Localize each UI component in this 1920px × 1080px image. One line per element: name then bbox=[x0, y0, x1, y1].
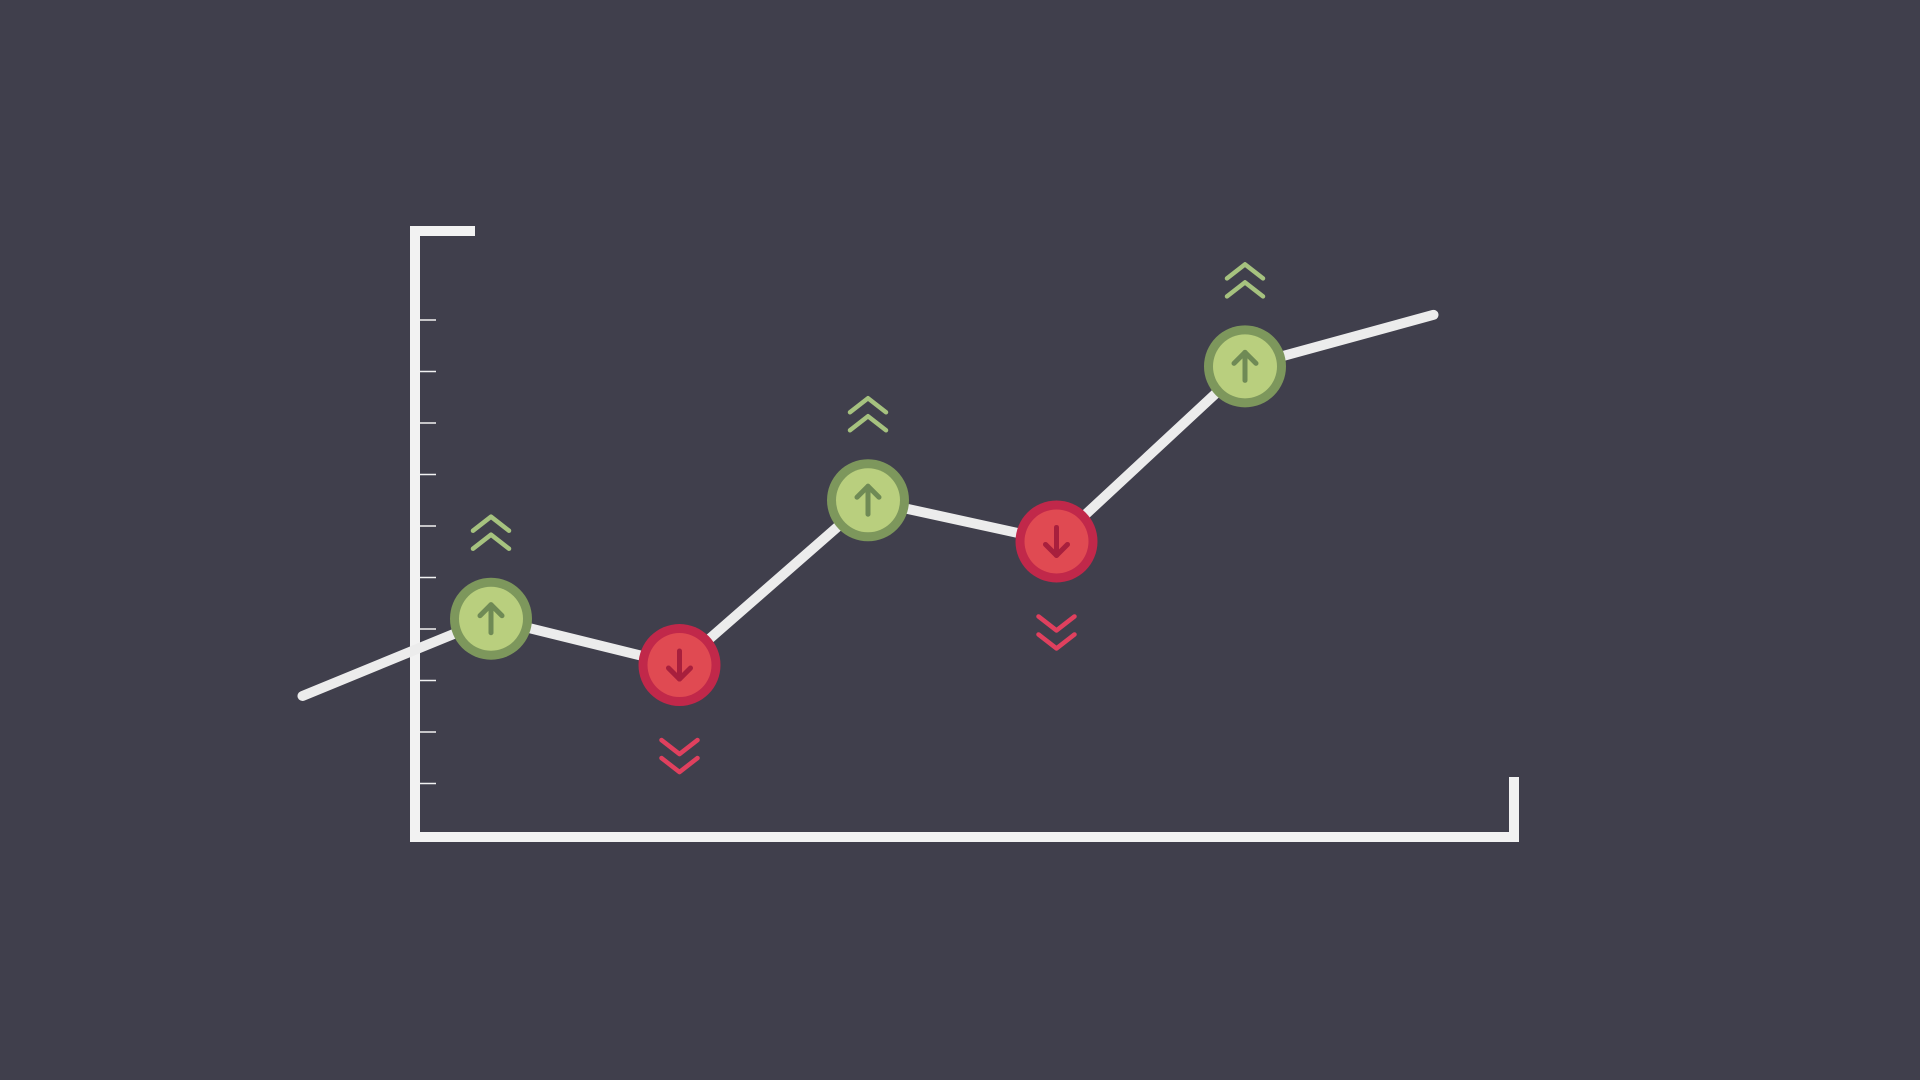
double-chevron-up-icon bbox=[470, 514, 512, 551]
arrow-head bbox=[1231, 349, 1259, 366]
arrow-up-icon bbox=[1231, 349, 1259, 383]
double-chevron-up-icon bbox=[1224, 262, 1266, 299]
chevron bbox=[1036, 614, 1077, 633]
chevron bbox=[659, 755, 700, 775]
trend-markers bbox=[450, 325, 1286, 707]
arrow-up-icon bbox=[477, 602, 505, 636]
arrow-down-icon bbox=[666, 648, 693, 682]
chevron bbox=[847, 414, 889, 433]
chevron bbox=[847, 396, 889, 415]
chevron bbox=[1224, 280, 1266, 299]
trend-up-marker bbox=[1204, 325, 1286, 408]
trend-up-marker bbox=[450, 577, 532, 660]
trend-down-marker bbox=[638, 624, 721, 707]
chevron bbox=[659, 737, 700, 757]
trend-chevrons bbox=[470, 262, 1266, 775]
trend-down-marker bbox=[1015, 500, 1098, 583]
arrow-down-icon bbox=[1043, 524, 1070, 558]
y-axis-ticks bbox=[420, 319, 436, 785]
arrow-head bbox=[1043, 541, 1070, 558]
trend-up-marker bbox=[827, 459, 909, 542]
double-chevron-down-icon bbox=[659, 737, 700, 775]
double-chevron-down-icon bbox=[1036, 614, 1077, 651]
axis-frame bbox=[410, 226, 1519, 842]
arrow-head bbox=[854, 483, 882, 500]
arrow-head bbox=[477, 602, 505, 619]
double-chevron-up-icon bbox=[847, 396, 889, 433]
chevron bbox=[1224, 262, 1266, 281]
axes bbox=[410, 226, 1519, 842]
chevron bbox=[1036, 632, 1077, 651]
arrow-head bbox=[666, 665, 693, 682]
chevron bbox=[470, 514, 512, 533]
arrow-up-icon bbox=[854, 483, 882, 517]
chevron bbox=[470, 532, 512, 551]
